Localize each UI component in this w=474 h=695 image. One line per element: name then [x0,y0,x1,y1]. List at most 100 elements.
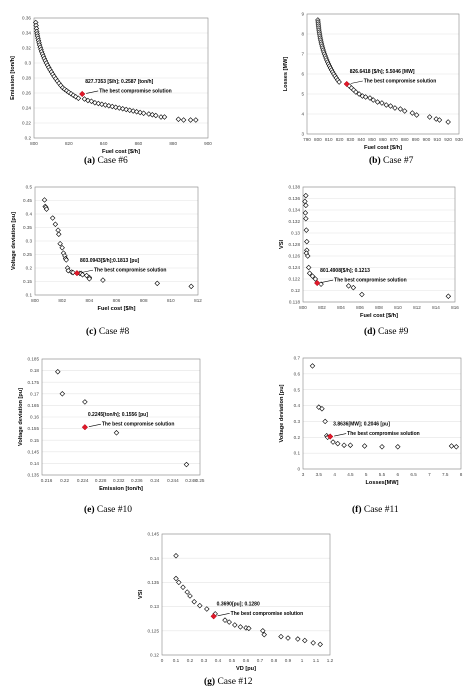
compromise-point [314,279,321,287]
data-point [153,112,159,119]
data-point [295,636,301,642]
caption-d: (d) Case #9 [364,327,408,337]
data-point [197,602,203,609]
y-tick-label: 0.17 [30,391,39,396]
y-tick-label: 0.5 [26,185,33,190]
x-tick-label: 802 [318,305,326,310]
caption-e: (e) Case #10 [84,505,132,515]
y-tick-label: 0.13 [150,604,159,609]
y-axis-label: Emission [ton/h] [10,56,16,100]
x-tick-label: 910 [433,137,441,142]
y-tick-label: 0.13 [291,231,300,236]
x-axis-label: Fuel cost [$/h] [102,149,140,155]
y-tick-label: 0.122 [289,277,301,282]
data-point [133,109,140,115]
x-tick-label: 0.6 [243,658,250,663]
x-tick-label: 0.232 [113,478,125,483]
x-axis-label: VD [pu] [236,666,256,672]
caption-text: Case #12 [217,677,253,687]
y-tick-label: 0.1 [26,293,33,298]
data-point [56,231,62,237]
caption-f: (f) Case #11 [352,505,399,515]
x-tick-label: 4.5 [347,472,354,477]
data-point [175,116,182,122]
y-tick-label: 0.4 [26,212,33,217]
data-point [126,107,133,113]
y-tick-label: 5 [301,92,304,97]
x-tick-label: 0.244 [167,478,179,483]
y-tick-label: 0.22 [22,121,31,126]
annotation-arrow [88,423,101,428]
data-point [362,94,369,100]
x-tick-label: 0.25 [196,478,205,483]
compromise-values-annotation: 827.7353 [$/h]; 0.2587 [ton/h] [85,79,153,85]
chart-panel-b: 3 4 5 6 7 8 9 790 800 810 820 830 840 850 860 870 880 890… [237,0,474,175]
chart-case12: 0.12 0.125 0.13 0.135 0.14 0.145 0 0.1 0.2 0.3 0.4… [138,532,334,672]
data-point [285,635,291,641]
x-tick-label: 0.1 [173,658,180,663]
y-tick-label: 0.126 [289,254,301,259]
plot-frame [161,533,331,656]
y-tick-label: 9 [301,12,304,17]
data-point [261,631,267,638]
annotation-arrow [80,269,94,273]
x-tick-label: 840 [357,137,365,142]
data-point [433,116,439,122]
y-tick-label: 0.4 [294,403,301,408]
y-tick-label: 0.25 [23,252,32,257]
y-axis-label: Voltage deviation [pu] [11,212,17,270]
y-tick-label: 0.118 [289,300,301,305]
annotation-arrow [217,612,230,617]
y-tick-label: 0.5 [294,387,301,392]
data-point [445,293,452,299]
y-tick-label: 0.6 [294,371,301,376]
data-point [359,291,365,298]
data-point [278,633,284,640]
data-point [347,442,354,448]
data-point [63,257,69,263]
data-point [370,97,376,103]
data-point [130,108,136,114]
x-tick-label: 5 [365,472,368,477]
x-tick-label: 810 [325,137,333,142]
compromise-values-annotation: 826.6418 [$/h]; 5.5046 [MW] [350,69,415,75]
y-tick-label: 0.136 [289,196,301,201]
data-point [176,579,182,586]
x-tick-label: 0 [161,658,164,663]
x-tick-label: 1 [301,658,304,663]
x-tick-label: 1.1 [313,658,320,663]
y-axis-label: Voltage deviation [pu] [18,388,24,446]
y-tick-label: 0.18 [30,368,39,373]
y-tick-label: 0.35 [23,225,32,230]
y-tick-label: 0.36 [22,16,31,21]
compromise-label: The best compromise solution [334,278,407,284]
data-point [401,108,408,114]
data-point [113,430,120,436]
compromise-label: The best compromise solution [364,79,437,85]
data-point [95,100,102,107]
data-point [436,117,443,123]
y-tick-label: 0.14 [30,461,39,466]
data-point [387,103,394,109]
y-tick-label: 0.124 [289,265,301,270]
x-tick-label: 816 [451,305,459,310]
data-point [397,106,404,112]
y-tick-label: 0.128 [289,242,301,247]
x-tick-label: 0.248 [185,478,197,483]
x-tick-label: 0.24 [150,478,159,483]
x-tick-label: 800 [314,137,322,142]
data-point [383,102,389,108]
y-tick-label: 0.155 [28,426,40,431]
data-point [237,624,244,630]
plot-frame [41,358,201,476]
data-point [305,253,311,259]
data-point [57,240,63,247]
data-point [317,641,323,648]
caption-letter: (g) [204,677,216,687]
x-tick-label: 1.2 [327,658,334,663]
data-point [75,95,82,101]
x-tick-label: 4 [333,472,336,477]
x-tick-label: 880 [169,141,177,146]
data-point [426,114,433,120]
y-tick-label: 0.3 [294,419,301,424]
